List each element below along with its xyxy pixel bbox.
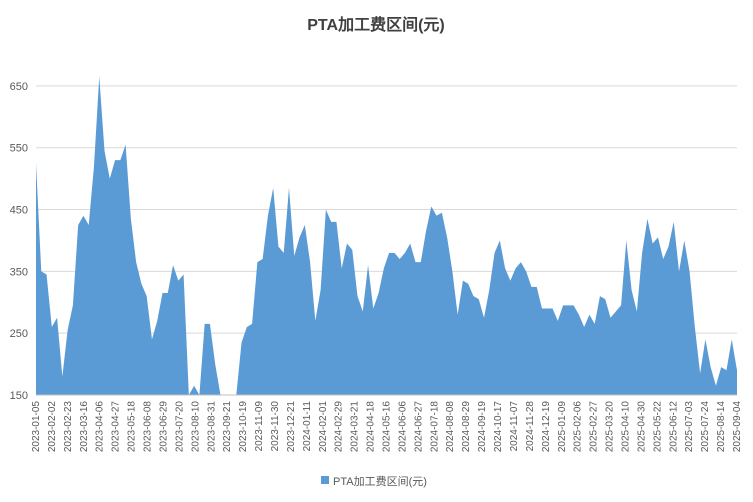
x-tick-label: 2023-03-16 [79, 401, 90, 453]
legend-swatch [321, 476, 329, 484]
x-tick-label: 2025-04-10 [620, 401, 631, 453]
x-tick-label: 2024-03-21 [350, 401, 361, 453]
x-tick-label: 2024-02-01 [318, 401, 329, 453]
x-tick-label: 2025-01-09 [557, 401, 568, 453]
x-tick-label: 2023-05-18 [127, 401, 138, 453]
y-tick-label: 350 [10, 266, 28, 278]
x-tick-label: 2023-08-10 [190, 401, 201, 453]
x-tick-label: 2024-01-11 [302, 401, 313, 452]
x-tick-label: 2024-08-29 [461, 401, 472, 453]
x-tick-label: 2023-11-30 [270, 401, 281, 452]
x-tick-label: 2023-01-05 [31, 401, 42, 453]
x-tick-label: 2024-05-16 [382, 401, 393, 453]
x-tick-label: 2024-07-18 [429, 401, 440, 453]
x-tick-label: 2023-04-06 [95, 401, 106, 453]
x-tick-label: 2023-10-19 [238, 401, 249, 453]
x-tick-label: 2023-02-02 [47, 401, 58, 453]
x-tick-label: 2025-04-30 [636, 401, 647, 453]
x-tick-label: 2025-09-04 [732, 401, 743, 453]
y-tick-label: 550 [10, 143, 28, 155]
x-tick-label: 2024-04-18 [366, 401, 377, 453]
y-axis-ticks: 150 250 350 450 550 650 [10, 81, 28, 402]
x-tick-label: 2023-11-09 [254, 401, 265, 452]
x-tick-label: 2024-08-08 [445, 401, 456, 453]
y-tick-label: 150 [10, 390, 28, 402]
x-tick-label: 2023-07-20 [174, 401, 185, 453]
x-tick-label: 2023-02-23 [63, 401, 74, 453]
y-tick-label: 450 [10, 205, 28, 217]
x-tick-label: 2025-07-03 [684, 401, 695, 453]
x-tick-label: 2025-03-20 [605, 401, 616, 453]
series-area-path [36, 76, 737, 395]
x-tick-label: 2024-06-27 [413, 401, 424, 453]
x-tick-label: 2025-08-14 [716, 401, 727, 453]
x-tick-label: 2025-05-22 [652, 401, 663, 453]
x-tick-label: 2025-07-24 [700, 401, 711, 453]
chart-title: PTA加工费区间(元) [307, 15, 444, 34]
legend-label: PTA加工费区间(元) [333, 475, 427, 488]
series-area [36, 76, 737, 395]
y-tick-label: 250 [10, 328, 28, 340]
x-tick-label: 2023-06-29 [158, 401, 169, 453]
x-tick-label: 2023-12-21 [286, 401, 297, 453]
x-tick-label: 2023-09-21 [222, 401, 233, 453]
x-tick-label: 2024-06-06 [397, 401, 408, 453]
x-tick-label: 2023-06-08 [143, 401, 154, 453]
x-tick-label: 2024-12-19 [541, 401, 552, 453]
legend: PTA加工费区间(元) [321, 475, 427, 488]
y-tick-label: 650 [10, 81, 28, 93]
x-tick-label: 2024-10-17 [493, 401, 504, 453]
x-tick-label: 2024-02-29 [334, 401, 345, 453]
x-tick-label: 2025-06-12 [668, 401, 679, 453]
x-tick-label: 2023-04-27 [111, 401, 122, 453]
x-tick-label: 2024-11-07 [509, 401, 520, 452]
x-tick-label: 2025-02-06 [573, 401, 584, 453]
x-tick-label: 2023-08-31 [206, 401, 217, 453]
x-axis-ticks: 2023-01-05 2023-02-02 2023-02-23 2023-03-16… [31, 401, 743, 453]
x-tick-label: 2024-11-28 [525, 401, 536, 452]
x-tick-label: 2024-09-19 [477, 401, 488, 453]
x-tick-label: 2025-02-27 [589, 401, 600, 453]
